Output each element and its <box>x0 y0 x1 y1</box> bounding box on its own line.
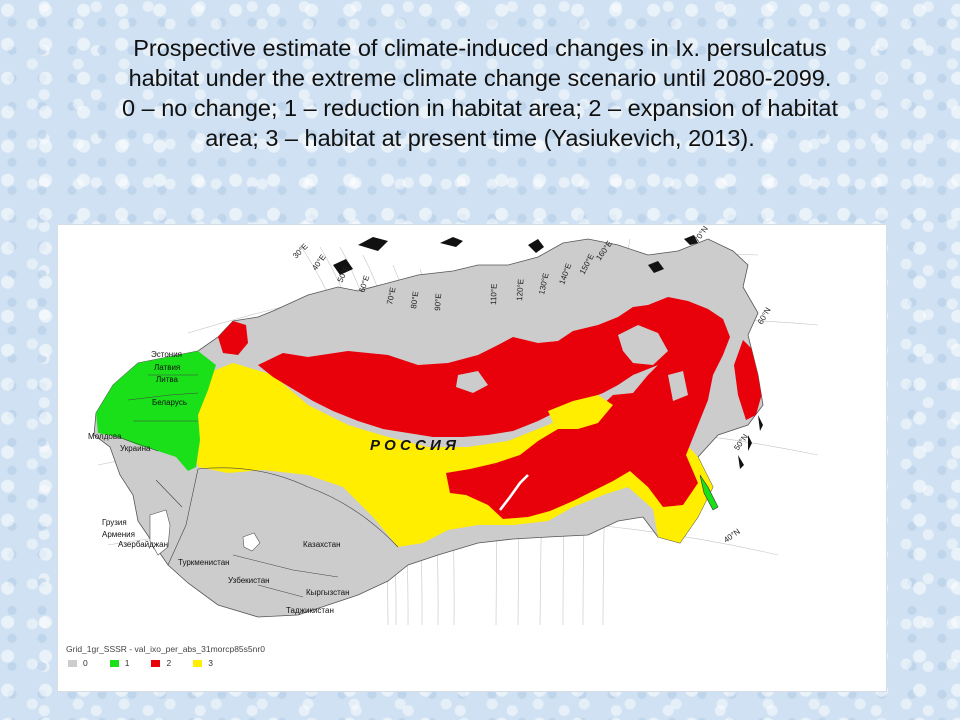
class-2-expansion <box>258 297 730 519</box>
class-3-patch <box>548 395 613 429</box>
label-kazakhstan: Казахстан <box>303 540 341 549</box>
meridian-label: 70°E <box>385 286 397 305</box>
label-uzbekistan: Узбекистан <box>228 576 270 585</box>
meridian-label: 90°E <box>433 293 443 311</box>
caspian-sea <box>149 509 171 556</box>
lake-baikal <box>498 474 529 511</box>
label-georgia: Грузия <box>102 518 127 527</box>
label-turkmenistan: Туркменистан <box>178 558 230 567</box>
legend-item-1: 1 <box>109 658 130 668</box>
class-3-present-habitat <box>188 363 713 547</box>
label-estonia: Эстония <box>151 350 182 359</box>
class-0-patch-3 <box>668 371 688 401</box>
legend-swatch <box>109 659 119 667</box>
class-2-kola <box>218 321 248 355</box>
slide-caption: Prospective estimate of climate-induced … <box>40 33 920 153</box>
legend-swatch <box>68 659 77 667</box>
caption-line-1: Prospective estimate of climate-induced … <box>133 35 827 61</box>
legend-title: Grid_1gr_SSSR - val_ixo_per_abs_31morcp8… <box>66 644 265 654</box>
meridian-label: 130°E <box>537 272 550 295</box>
legend-item-3: 3 <box>193 658 213 668</box>
label-armenia: Армения <box>102 530 135 539</box>
legend-item-0: 0 <box>68 658 88 668</box>
borders <box>117 374 399 598</box>
caption-line-2: habitat under the extreme climate change… <box>128 65 832 91</box>
legend-label: 3 <box>208 658 213 668</box>
legend-swatch <box>151 659 161 667</box>
label-lithuania: Литва <box>156 375 179 384</box>
label-moldova: Молдова <box>88 432 122 441</box>
class-1-reduction <box>96 351 216 471</box>
parallel-label: 40°N <box>722 527 742 545</box>
aral-sea <box>242 532 261 552</box>
legend-label: 1 <box>124 658 130 668</box>
map-canvas: 30°E 40°E 50°E 60°E 70°E 80°E 90°E 110°E… <box>88 225 819 626</box>
label-kyrgyzstan: Кыргызстан <box>306 588 350 597</box>
legend-label: 2 <box>166 658 172 668</box>
map-legend: 0 1 2 3 <box>68 658 213 668</box>
label-belarus: Беларусь <box>152 398 187 407</box>
parallel-label: 60°N <box>756 306 773 326</box>
label-azerbaijan: Азербайджан <box>118 540 168 549</box>
label-ukraine: Украина <box>120 444 151 453</box>
class-0-patch <box>618 325 668 365</box>
meridian-label: 110°E <box>489 283 499 305</box>
legend-item-2: 2 <box>151 658 171 668</box>
meridian-label: 30°E <box>291 242 310 261</box>
class-0-patch-2 <box>456 371 488 393</box>
sakhalin-island <box>699 474 719 511</box>
habitat-map: 30°E 40°E 50°E 60°E 70°E 80°E 90°E 110°E… <box>57 224 887 692</box>
legend-label: 0 <box>83 658 88 668</box>
label-tajikistan: Таджикистан <box>286 606 334 615</box>
meridian-label: 80°E <box>409 291 420 310</box>
caption-line-4: area; 3 – habitat at present time (Yasiu… <box>205 125 755 151</box>
arctic-islands <box>333 235 763 469</box>
meridian-label: 120°E <box>515 279 526 301</box>
russia-label: Р О С С И Я <box>370 437 457 454</box>
caption-line-3: 0 – no change; 1 – reduction in habitat … <box>122 95 838 121</box>
legend-swatch <box>193 659 203 667</box>
label-latvia: Латвия <box>154 363 180 372</box>
